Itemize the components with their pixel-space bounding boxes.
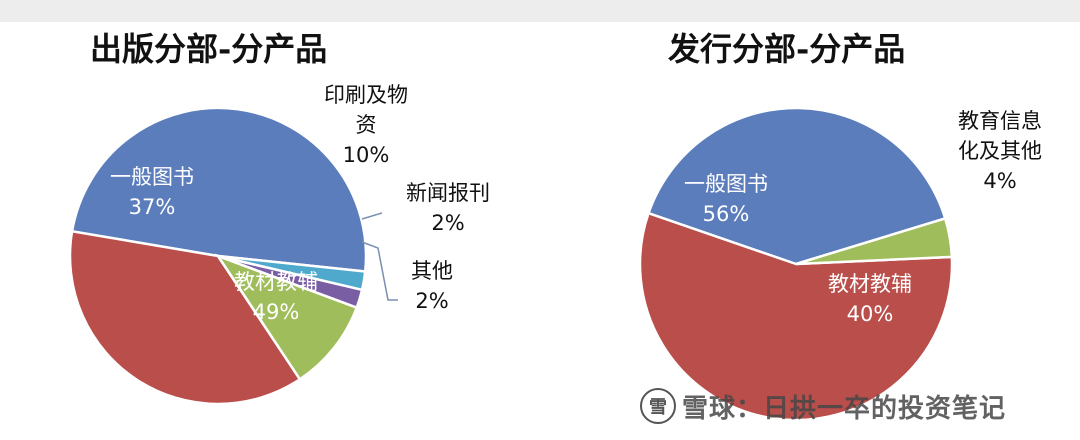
pie-0-slice-1 bbox=[68, 229, 302, 406]
pie-1-name-label-0: 教材教辅 bbox=[828, 272, 912, 296]
pie-0-name-label-4: 其他 bbox=[411, 259, 453, 283]
snowball-logo-icon: 雪 bbox=[640, 388, 676, 424]
pie-0-value-label-3: 2% bbox=[431, 211, 464, 235]
chart-title-distribution: 发行分部-分产品 bbox=[668, 30, 906, 68]
pie-0-value-label-2: 10% bbox=[343, 143, 390, 167]
chart-title-publishing: 出版分部-分产品 bbox=[90, 30, 328, 68]
watermark-text: 雪球：日拱一卒的投资笔记 bbox=[682, 393, 1007, 424]
pie-1-slice-0 bbox=[646, 106, 947, 266]
pie-1-slice-2 bbox=[795, 216, 954, 266]
pie-0-leader-3 bbox=[361, 212, 383, 220]
pie-1-value-label-1: 56% bbox=[703, 202, 750, 226]
pie-0-name-label-0: 教材教辅 bbox=[234, 270, 318, 294]
pie-1-value-label-2: 4% bbox=[983, 169, 1016, 193]
pie-0-slice-4 bbox=[217, 254, 367, 292]
pie-0-leader-4 bbox=[361, 241, 398, 301]
pie-0-name-label-2: 印刷及物 bbox=[324, 83, 408, 107]
watermark: 雪 雪球：日拱一卒的投资笔记 bbox=[640, 386, 1060, 426]
pie-0-value-label-1: 37% bbox=[129, 195, 176, 219]
top-band bbox=[0, 0, 1080, 22]
pie-0-name-label-1: 一般图书 bbox=[110, 165, 194, 189]
pie-1-value-label-0: 40% bbox=[847, 302, 894, 326]
pie-1-name-label-1: 一般图书 bbox=[684, 172, 768, 196]
pie-0-slice-2 bbox=[214, 253, 359, 382]
pie-0-value-label-0: 49% bbox=[253, 300, 300, 324]
pie-0-name-label-2: 资 bbox=[356, 113, 377, 137]
pie-0-name-label-3: 新闻报刊 bbox=[406, 181, 490, 205]
pie-1-name-label-2: 教育信息 bbox=[958, 109, 1042, 133]
pie-0-slice-0 bbox=[70, 106, 368, 273]
pie-1-name-label-2: 化及其他 bbox=[958, 139, 1042, 163]
pie-1-slice-1 bbox=[638, 211, 954, 422]
pie-0-value-label-4: 2% bbox=[415, 289, 448, 313]
